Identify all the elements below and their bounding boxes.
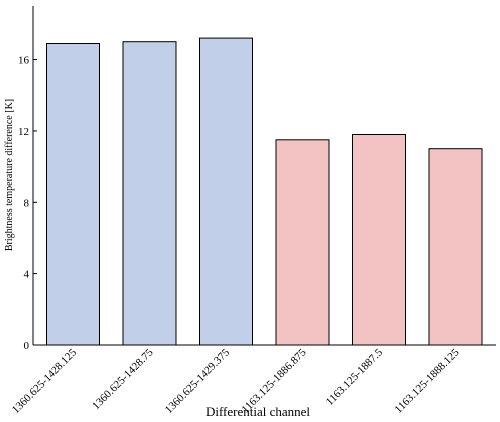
y-tick-label-12: 12 <box>18 126 29 138</box>
y-axis-title: Brightness temperature difference [K] <box>4 99 15 251</box>
bar-6 <box>428 148 483 346</box>
bar-1 <box>46 43 100 346</box>
bars-layer <box>46 37 483 346</box>
x-tick-label-5: 1163.125-1887.5 <box>324 346 386 408</box>
x-tick-label-1: 1360.625-1428.125 <box>10 346 80 416</box>
y-tick-label-4: 4 <box>24 269 30 281</box>
y-ticks-layer: 0 4 8 12 16 <box>18 55 37 352</box>
bar-3 <box>199 37 253 346</box>
bar-4 <box>275 139 330 346</box>
y-tick-label-16: 16 <box>18 55 30 67</box>
y-tick-label-0: 0 <box>24 340 30 352</box>
bar-2 <box>122 41 177 346</box>
y-tick-label-8: 8 <box>24 197 30 209</box>
bar-5 <box>352 134 406 346</box>
x-axis-title: Differential channel <box>206 404 310 419</box>
axes-layer <box>32 6 496 346</box>
x-tick-label-2: 1360.625-1428.75 <box>90 346 156 412</box>
x-tick-label-6: 1163.125-1888.125 <box>392 346 461 415</box>
